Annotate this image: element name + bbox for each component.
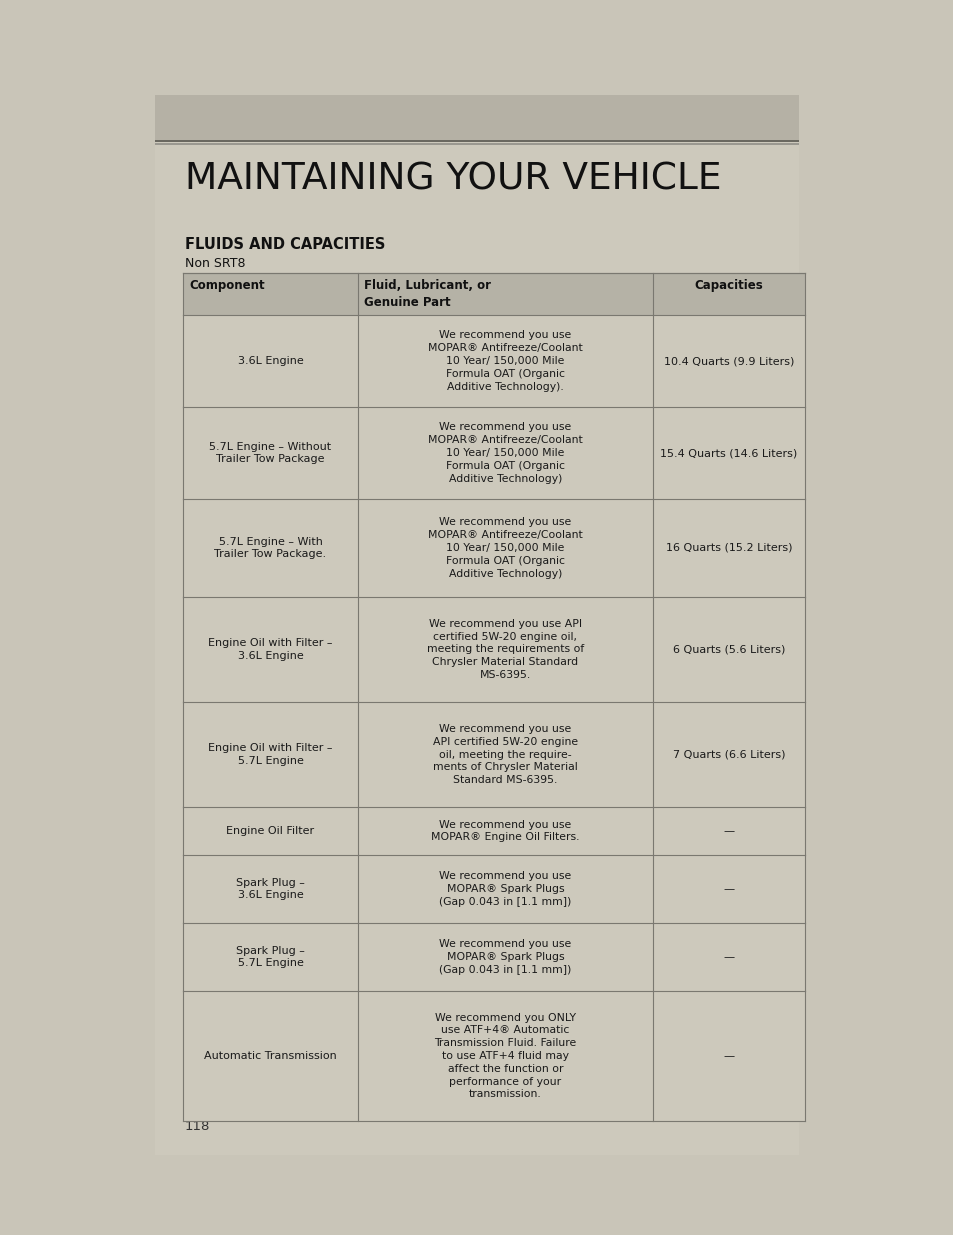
Text: —: — [722, 826, 734, 836]
Bar [183, 273, 804, 315]
Text: 3.6L Engine: 3.6L Engine [237, 356, 303, 366]
Text: We recommend you use
MOPAR® Antifreeze/Coolant
10 Year/ 150,000 Mile
Formula OAT: We recommend you use MOPAR® Antifreeze/C… [428, 331, 582, 391]
Text: Automatic Transmission: Automatic Transmission [204, 1051, 336, 1061]
Text: We recommend you use API
certified 5W-20 engine oil,
meeting the requirements of: We recommend you use API certified 5W-20… [426, 619, 583, 680]
Text: Fluid, Lubricant, or
Genuine Part: Fluid, Lubricant, or Genuine Part [364, 279, 491, 309]
Text: We recommend you use
MOPAR® Antifreeze/Coolant
10 Year/ 150,000 Mile
Formula OAT: We recommend you use MOPAR® Antifreeze/C… [428, 517, 582, 579]
Text: Capacities: Capacities [694, 279, 762, 291]
Text: We recommend you use
API certified 5W-20 engine
oil, meeting the require-
ments : We recommend you use API certified 5W-20… [433, 724, 578, 785]
Text: We recommend you ONLY
use ATF+4® Automatic
Transmission Fluid. Failure
to use AT: We recommend you ONLY use ATF+4® Automat… [434, 1013, 576, 1099]
Text: Engine Oil Filter: Engine Oil Filter [226, 826, 314, 836]
Bar [183, 408, 804, 499]
Bar [183, 855, 804, 923]
Text: 5.7L Engine – Without
Trailer Tow Package: 5.7L Engine – Without Trailer Tow Packag… [210, 442, 332, 464]
Text: —: — [722, 884, 734, 894]
Text: We recommend you use
MOPAR® Spark Plugs
(Gap 0.043 in [1.1 mm]): We recommend you use MOPAR® Spark Plugs … [438, 871, 571, 906]
Bar [183, 701, 804, 806]
Text: —: — [722, 1051, 734, 1061]
Bar [154, 95, 799, 140]
Bar [183, 499, 804, 597]
Text: Non SRT8: Non SRT8 [185, 257, 245, 270]
Bar [183, 597, 804, 701]
Text: We recommend you use
MOPAR® Spark Plugs
(Gap 0.043 in [1.1 mm]): We recommend you use MOPAR® Spark Plugs … [438, 939, 571, 974]
Text: Spark Plug –
5.7L Engine: Spark Plug – 5.7L Engine [235, 946, 305, 968]
Bar [183, 806, 804, 855]
Text: —: — [722, 952, 734, 962]
Bar [154, 140, 799, 142]
Bar [183, 990, 804, 1121]
Text: MAINTAINING YOUR VEHICLE: MAINTAINING YOUR VEHICLE [185, 162, 720, 198]
Text: Engine Oil with Filter –
3.6L Engine: Engine Oil with Filter – 3.6L Engine [208, 638, 333, 661]
Text: 118: 118 [185, 1120, 211, 1134]
Bar [183, 315, 804, 408]
Text: Engine Oil with Filter –
5.7L Engine: Engine Oil with Filter – 5.7L Engine [208, 743, 333, 766]
Bar [183, 923, 804, 990]
Bar [154, 95, 799, 1155]
Text: 6 Quarts (5.6 Liters): 6 Quarts (5.6 Liters) [672, 645, 784, 655]
Text: FLUIDS AND CAPACITIES: FLUIDS AND CAPACITIES [185, 237, 385, 252]
Bar [154, 143, 799, 144]
Text: We recommend you use
MOPAR® Antifreeze/Coolant
10 Year/ 150,000 Mile
Formula OAT: We recommend you use MOPAR® Antifreeze/C… [428, 422, 582, 484]
Text: 10.4 Quarts (9.9 Liters): 10.4 Quarts (9.9 Liters) [663, 356, 793, 366]
Text: Component: Component [189, 279, 264, 291]
Text: 16 Quarts (15.2 Liters): 16 Quarts (15.2 Liters) [665, 543, 791, 553]
Text: 7 Quarts (6.6 Liters): 7 Quarts (6.6 Liters) [672, 750, 784, 760]
Text: 5.7L Engine – With
Trailer Tow Package.: 5.7L Engine – With Trailer Tow Package. [214, 536, 326, 559]
Text: We recommend you use
MOPAR® Engine Oil Filters.: We recommend you use MOPAR® Engine Oil F… [431, 820, 579, 842]
Text: 15.4 Quarts (14.6 Liters): 15.4 Quarts (14.6 Liters) [659, 448, 797, 458]
Text: Spark Plug –
3.6L Engine: Spark Plug – 3.6L Engine [235, 878, 305, 900]
